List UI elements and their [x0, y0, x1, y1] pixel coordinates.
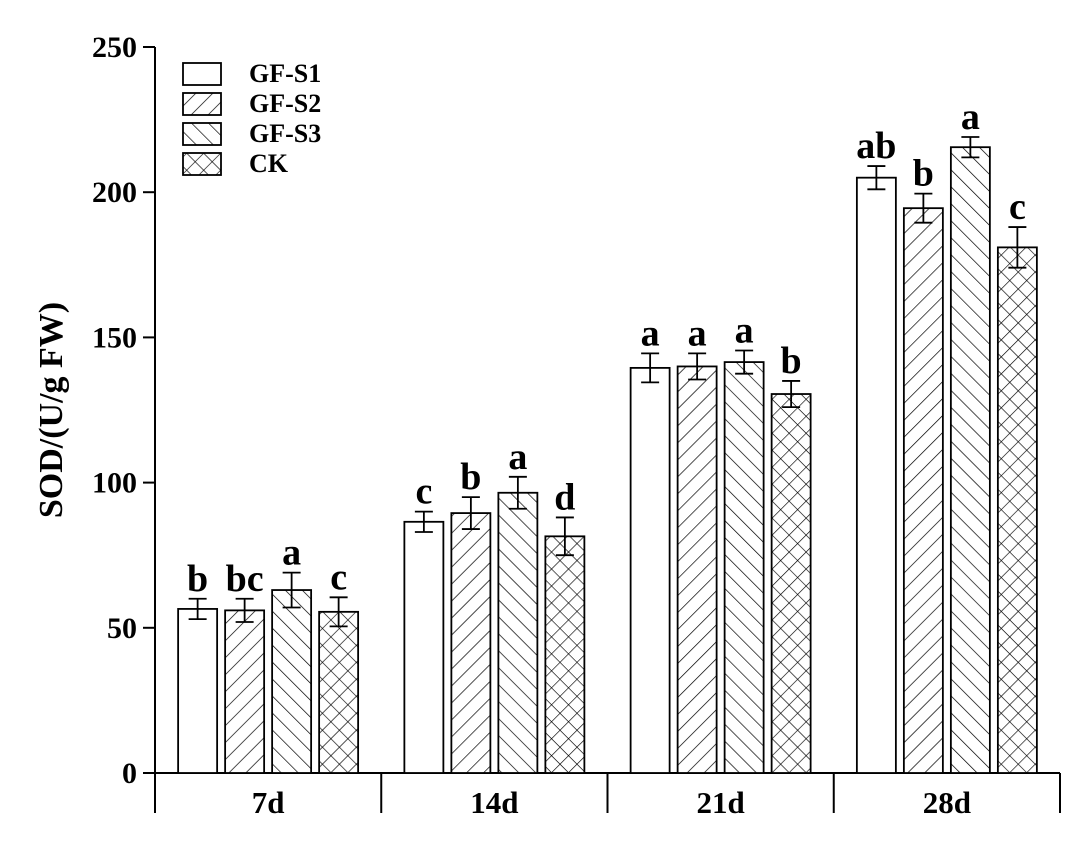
legend-swatch	[182, 92, 222, 116]
y-tick-label: 100	[92, 467, 137, 500]
y-axis: 0 50 100 150 200 250	[92, 31, 156, 790]
legend-label: GF-S2	[249, 89, 321, 118]
bar	[902, 207, 944, 774]
bar	[497, 491, 539, 774]
significance-label: a	[735, 309, 754, 351]
y-tick-label: 50	[107, 612, 137, 645]
significance-label: c	[1009, 186, 1026, 228]
x-tick-label: 21d	[697, 785, 745, 820]
significance-label: a	[688, 312, 707, 354]
x-tick-label: 7d	[252, 785, 285, 820]
bar	[723, 361, 765, 774]
y-tick-label: 0	[122, 757, 137, 790]
bar	[855, 176, 897, 774]
significance-label: a	[961, 96, 980, 138]
significance-label: d	[554, 476, 575, 518]
bar	[996, 246, 1038, 774]
legend-label: GF-S3	[249, 119, 321, 148]
significance-label: a	[508, 436, 527, 478]
bar	[629, 366, 671, 774]
bar	[224, 609, 266, 774]
y-tick-label: 250	[92, 31, 137, 64]
significance-label: b	[187, 558, 208, 600]
significance-label: c	[415, 471, 432, 513]
significance-label: a	[641, 312, 660, 354]
bar	[403, 520, 445, 774]
x-tick-label: 14d	[470, 785, 518, 820]
bar	[770, 393, 812, 774]
bar	[676, 365, 718, 774]
legend-swatch	[182, 62, 222, 86]
legend-label: GF-S1	[249, 59, 321, 88]
bar	[271, 589, 313, 774]
significance-label: c	[330, 556, 347, 598]
significance-label: b	[913, 153, 934, 195]
x-axis: 7d 14d 21d 28d	[154, 772, 1061, 820]
bar	[318, 610, 360, 774]
significance-label: b	[781, 340, 802, 382]
y-axis-title: SOD/(U/g FW)	[33, 302, 70, 518]
legend-swatch	[182, 152, 222, 176]
significance-label: a	[282, 532, 301, 574]
bar	[177, 608, 219, 774]
y-tick-label: 200	[92, 176, 137, 209]
bar	[949, 146, 991, 774]
significance-label: bc	[226, 558, 264, 600]
bar	[544, 535, 586, 774]
x-tick-label: 28d	[923, 785, 971, 820]
significance-label: ab	[856, 125, 896, 167]
legend-label: CK	[249, 149, 289, 178]
legend-swatch	[182, 122, 222, 146]
bar	[450, 512, 492, 774]
y-tick-label: 150	[92, 321, 137, 354]
significance-label: b	[460, 456, 481, 498]
